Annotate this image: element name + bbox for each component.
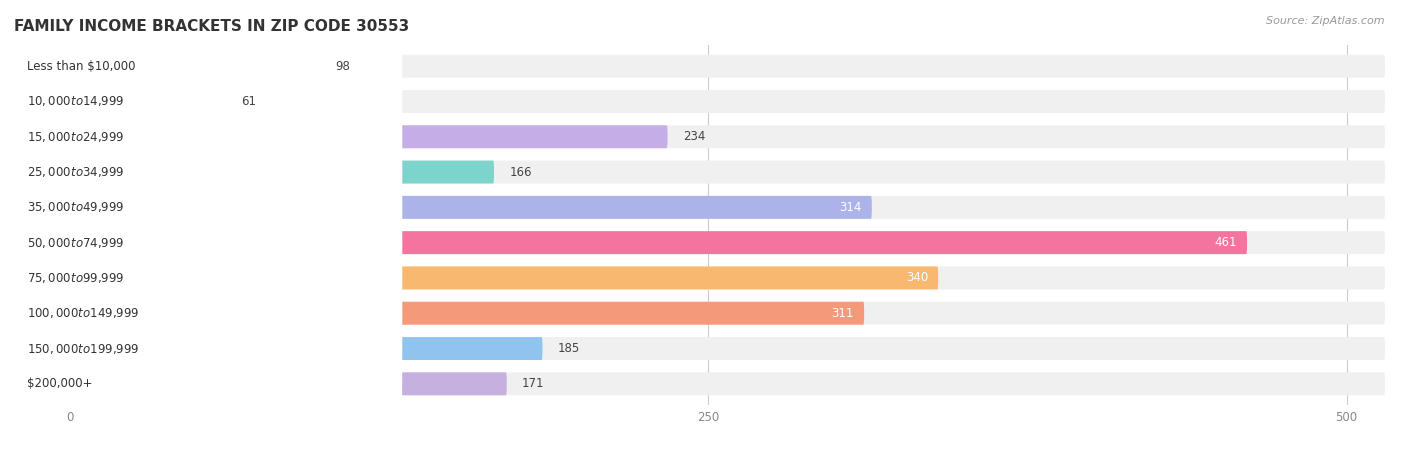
Text: Source: ZipAtlas.com: Source: ZipAtlas.com: [1267, 16, 1385, 26]
FancyBboxPatch shape: [14, 161, 1385, 184]
Text: $25,000 to $34,999: $25,000 to $34,999: [27, 165, 124, 179]
FancyBboxPatch shape: [70, 196, 872, 219]
FancyBboxPatch shape: [14, 125, 1385, 148]
Text: $150,000 to $199,999: $150,000 to $199,999: [27, 342, 139, 356]
FancyBboxPatch shape: [14, 337, 1385, 360]
FancyBboxPatch shape: [14, 231, 1385, 254]
FancyBboxPatch shape: [14, 162, 402, 323]
FancyBboxPatch shape: [14, 303, 402, 450]
FancyBboxPatch shape: [14, 0, 402, 147]
Text: 166: 166: [509, 166, 531, 179]
FancyBboxPatch shape: [14, 127, 402, 288]
Text: 311: 311: [831, 307, 853, 320]
FancyBboxPatch shape: [14, 372, 1385, 395]
FancyBboxPatch shape: [14, 302, 1385, 325]
FancyBboxPatch shape: [70, 231, 1247, 254]
Text: 98: 98: [336, 60, 350, 73]
Text: 461: 461: [1215, 236, 1237, 249]
FancyBboxPatch shape: [70, 55, 321, 78]
FancyBboxPatch shape: [14, 266, 1385, 289]
FancyBboxPatch shape: [70, 125, 668, 148]
FancyBboxPatch shape: [70, 337, 543, 360]
Text: $200,000+: $200,000+: [27, 377, 93, 390]
Text: Less than $10,000: Less than $10,000: [27, 60, 135, 73]
FancyBboxPatch shape: [70, 266, 938, 289]
Text: $15,000 to $24,999: $15,000 to $24,999: [27, 130, 124, 144]
FancyBboxPatch shape: [70, 161, 494, 184]
FancyBboxPatch shape: [14, 90, 1385, 113]
Text: $75,000 to $99,999: $75,000 to $99,999: [27, 271, 124, 285]
Text: 340: 340: [905, 271, 928, 284]
Text: $100,000 to $149,999: $100,000 to $149,999: [27, 306, 139, 320]
Text: $35,000 to $49,999: $35,000 to $49,999: [27, 200, 124, 214]
Text: FAMILY INCOME BRACKETS IN ZIP CODE 30553: FAMILY INCOME BRACKETS IN ZIP CODE 30553: [14, 19, 409, 34]
Text: 61: 61: [242, 95, 256, 108]
FancyBboxPatch shape: [14, 268, 402, 429]
FancyBboxPatch shape: [14, 196, 1385, 219]
Text: $50,000 to $74,999: $50,000 to $74,999: [27, 236, 124, 250]
Text: 234: 234: [683, 130, 706, 143]
Text: 314: 314: [839, 201, 862, 214]
FancyBboxPatch shape: [14, 233, 402, 394]
Text: $10,000 to $14,999: $10,000 to $14,999: [27, 94, 124, 108]
FancyBboxPatch shape: [70, 90, 226, 113]
FancyBboxPatch shape: [14, 21, 402, 182]
FancyBboxPatch shape: [70, 372, 506, 395]
FancyBboxPatch shape: [14, 55, 1385, 78]
FancyBboxPatch shape: [14, 56, 402, 217]
Text: 171: 171: [522, 377, 544, 390]
FancyBboxPatch shape: [14, 198, 402, 358]
FancyBboxPatch shape: [70, 302, 865, 325]
FancyBboxPatch shape: [14, 92, 402, 252]
Text: 185: 185: [558, 342, 581, 355]
